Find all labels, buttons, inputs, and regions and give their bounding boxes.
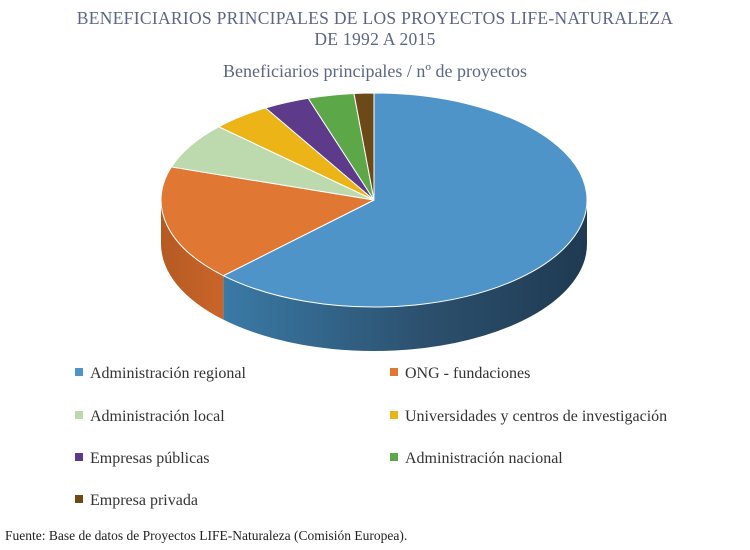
pie-slice-side-0 [223,200,587,352]
legend-label: Empresa privada [90,492,198,509]
legend-swatch [390,411,398,420]
legend-label: Administración local [90,408,225,425]
pie-slice-side-1 [161,200,224,320]
pie-side-group [161,200,587,352]
legend-item: Administración local [75,408,225,426]
legend-swatch [75,495,83,504]
pie-slice-0 [222,92,588,308]
legend-item: Empresas públicas [75,450,210,468]
source-note: Fuente: Base de datos de Proyectos LIFE-… [5,528,408,543]
legend-label: Administración regional [90,365,246,382]
legend-label: Empresas públicas [90,450,210,467]
legend-swatch [75,453,83,462]
legend-item: Administración regional [75,365,246,383]
chart-title: BENEFICIARIOS PRINCIPALES DE LOS PROYECT… [76,8,674,49]
legend-swatch [75,368,83,377]
pie-chart [160,92,588,352]
legend-item: ONG - fundaciones [390,365,530,383]
pie-slice-1 [160,166,375,277]
legend-label: Universidades y centros de investigación [405,408,668,425]
legend-item: Universidades y centros de investigación [390,408,667,426]
legend-swatch [390,453,398,462]
legend-item: Administración nacional [390,450,563,468]
legend-swatch [390,368,398,377]
pie-slice-6 [353,92,375,201]
chart-subtitle: Beneficiarios principales / nº de proyec… [223,61,527,81]
legend-item: Empresa privada [75,492,198,510]
legend-label: Administración nacional [405,450,563,467]
legend-swatch [75,411,83,420]
pie-top-group [160,92,588,308]
legend-label: ONG - fundaciones [405,365,531,382]
